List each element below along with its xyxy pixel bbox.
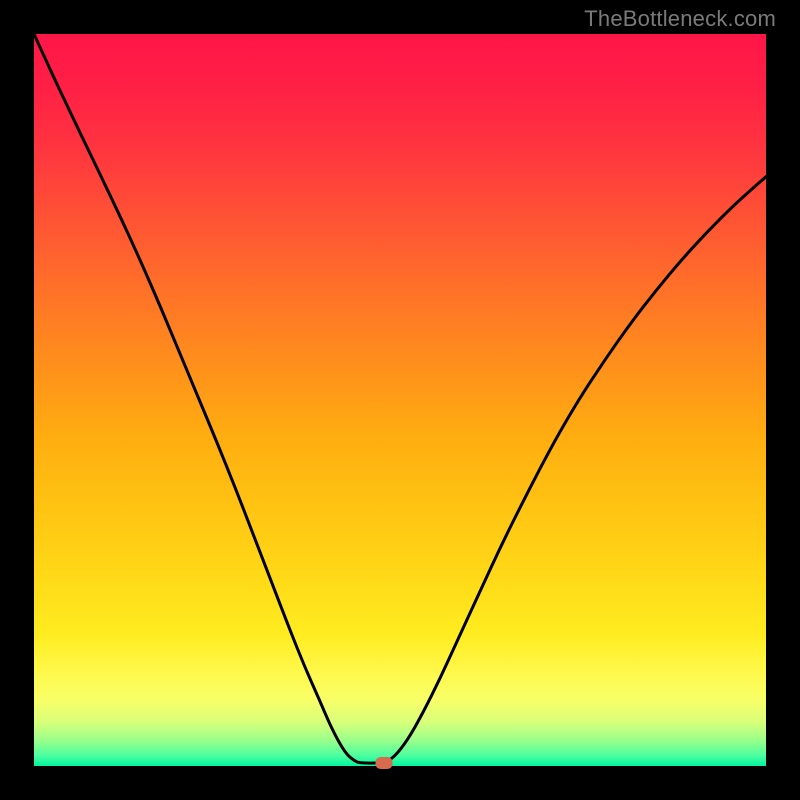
watermark-label: TheBottleneck.com (584, 6, 776, 32)
chart-container: TheBottleneck.com (0, 0, 800, 800)
bottleneck-curve (34, 34, 766, 766)
bottleneck-curve-path (34, 34, 766, 763)
optimal-point-marker (375, 757, 392, 769)
